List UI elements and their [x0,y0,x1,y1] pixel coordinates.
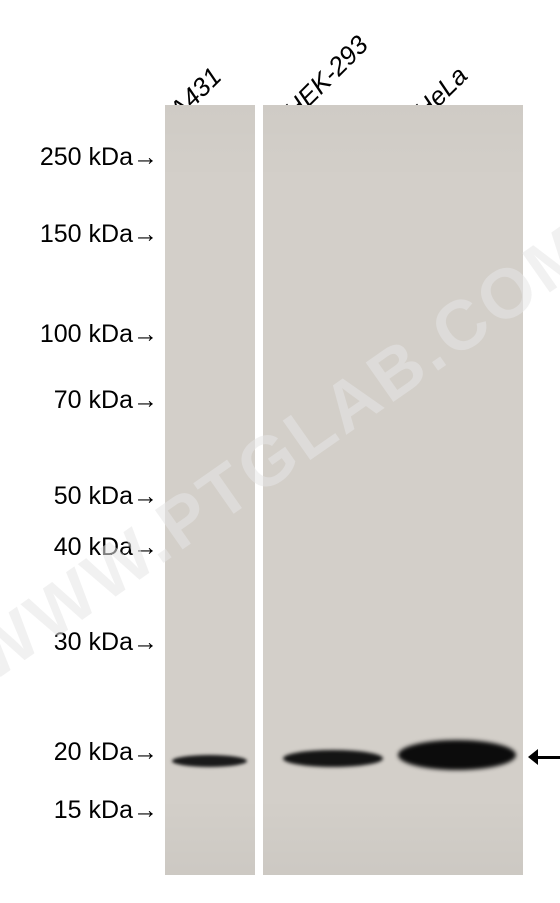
mw-label-150: 150 kDa→ [40,220,158,249]
mw-label-250: 250 kDa→ [40,143,158,172]
mw-label-100: 100 kDa→ [40,320,158,349]
arrow-head-icon [528,749,538,765]
mw-label-20: 20 kDa→ [54,738,158,767]
mw-label-50: 50 kDa→ [54,482,158,511]
lane-labels-row: A431 HEK-293 HeLa [0,0,560,105]
arrow-line [538,756,560,759]
mw-label-40: 40 kDa→ [54,533,158,562]
mw-label-70: 70 kDa→ [54,386,158,415]
mw-label-15: 15 kDa→ [54,796,158,825]
band-hek293 [283,750,383,767]
band-arrow [528,749,560,765]
mw-label-30: 30 kDa→ [54,628,158,657]
band-hela [398,740,516,770]
band-a431 [172,755,247,767]
blot-figure: WWW.PTGLAB.COM A431 HEK-293 HeLa 250 kDa… [0,0,560,903]
